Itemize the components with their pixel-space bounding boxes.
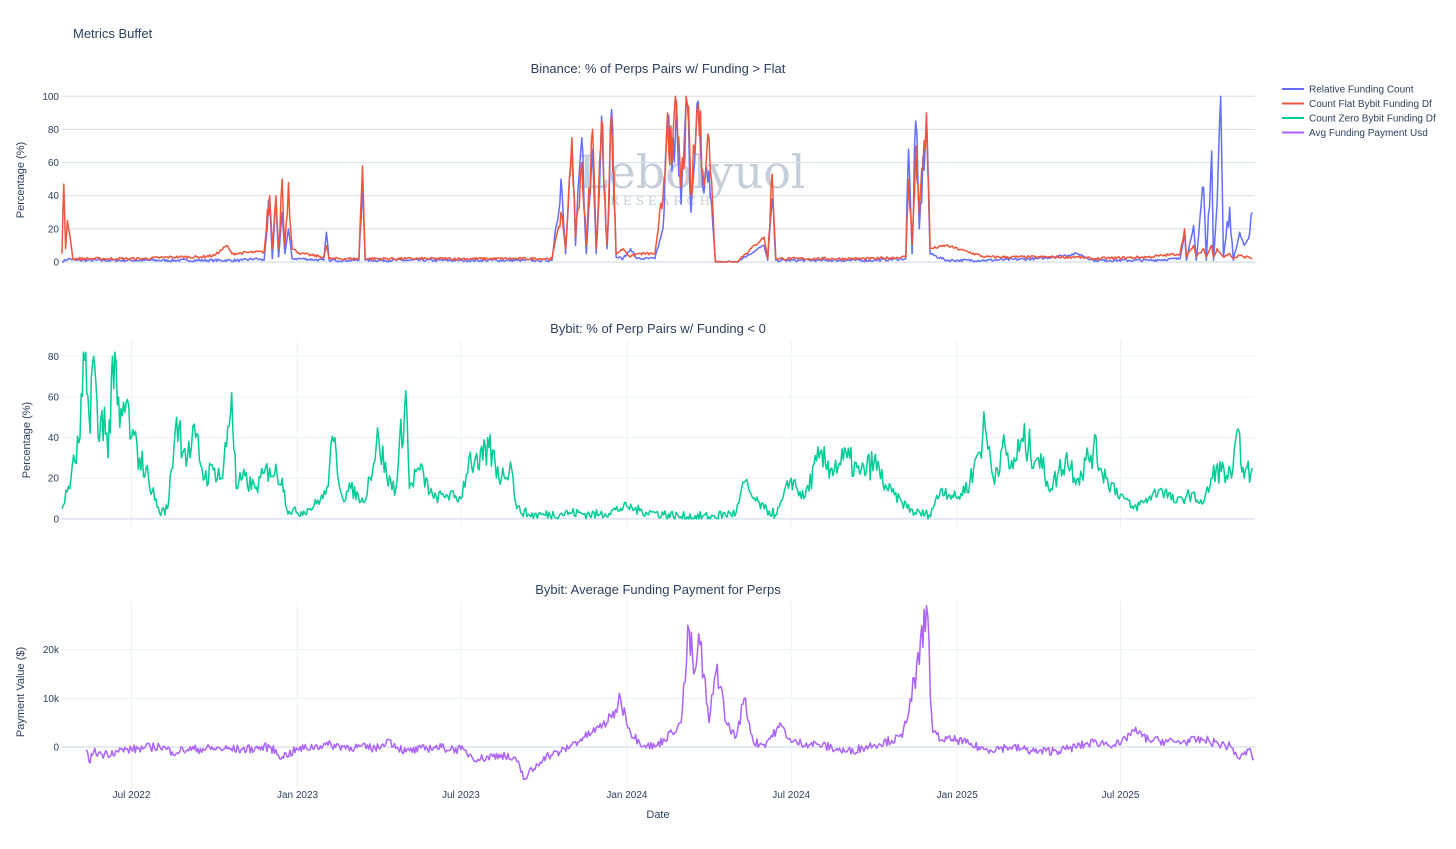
legend-item-2[interactable]: Count Flat Bybit Funding Df (1282, 99, 1432, 110)
panel-2-gridlines (62, 340, 1255, 527)
x-tick-4: Jul 2024 (772, 790, 810, 801)
x-tick-6: Jul 2025 (1102, 790, 1140, 801)
watermark-sub: RESEARCH (610, 194, 714, 208)
panel-1-y-ticks: 0 20 40 60 80 100 (42, 92, 59, 269)
legend-label-1: Relative Funding Count (1309, 85, 1414, 96)
y-tick-3-0: 0 (53, 743, 59, 754)
panel-2-y-ticks: 0 20 40 60 80 (48, 352, 60, 526)
panel-3-title: Bybit: Average Funding Payment for Perps (535, 582, 781, 597)
y-tick-3-1: 10k (43, 694, 60, 705)
y-tick-1-2: 40 (48, 191, 60, 202)
x-tick-1: Jan 2023 (277, 790, 319, 801)
panel-2-y-axis-label: Percentage (%) (21, 402, 33, 478)
legend-label-2: Count Flat Bybit Funding Df (1309, 99, 1432, 110)
panel-2-series (61, 351, 1254, 520)
bybit-avg-payment-panel: 0 10k 20k Jul 2022 Jan 2023 Jul 2023 Jan 2024… (15, 582, 1255, 821)
y-tick-2-1: 20 (48, 474, 60, 485)
panel-3-series (85, 605, 1255, 781)
legend-item-1[interactable]: Relative Funding Count (1282, 85, 1414, 96)
x-tick-2: Jul 2023 (442, 790, 480, 801)
panel-3-y-axis-label: Payment Value ($) (15, 647, 27, 737)
y-tick-3-2: 20k (43, 645, 60, 656)
y-tick-1-5: 100 (42, 92, 59, 103)
x-tick-0: Jul 2022 (113, 790, 151, 801)
legend-label-3: Count Zero Bybit Funding Df (1309, 114, 1436, 125)
series-line-count-zero-bybit-funding-df (61, 351, 1254, 520)
y-tick-1-3: 60 (48, 158, 60, 169)
panel-3-gridlines (62, 601, 1255, 786)
legend-item-4[interactable]: Avg Funding Payment Usd (1282, 128, 1428, 139)
panel-3-x-ticks: Jul 2022 Jan 2023 Jul 2023 Jan 2024 Jul 2024… (113, 790, 1140, 801)
legend: Relative Funding Count Count Flat Bybit F… (1282, 85, 1436, 139)
x-tick-5: Jan 2025 (937, 790, 979, 801)
legend-label-4: Avg Funding Payment Usd (1309, 128, 1428, 139)
binance-funding-panel: 0 20 40 60 80 100 Binance: % of Perps Pairs w… (15, 61, 1255, 269)
panel-2-title: Bybit: % of Perp Pairs w/ Funding < 0 (550, 321, 766, 336)
y-tick-1-4: 80 (48, 125, 60, 136)
legend-item-3[interactable]: Count Zero Bybit Funding Df (1282, 114, 1436, 125)
bybit-negative-funding-panel: 0 20 40 60 80 Bybit: % of Perp Pairs w/ Fund… (21, 321, 1255, 527)
page-title: Metrics Buffet (73, 26, 153, 41)
series-line-avg-funding-payment-usd (85, 605, 1255, 781)
y-tick-1-1: 20 (48, 224, 60, 235)
panel-3-y-ticks: 0 10k 20k (43, 645, 60, 753)
panel-1-y-axis-label: Percentage (%) (15, 142, 27, 218)
x-tick-3: Jan 2024 (606, 790, 648, 801)
y-tick-2-4: 80 (48, 352, 60, 363)
x-axis-label: Date (646, 809, 669, 821)
series-line-count-flat-bybit-funding-df (61, 95, 1253, 263)
panel-1-title: Binance: % of Perps Pairs w/ Funding > F… (531, 61, 786, 76)
y-tick-2-3: 60 (48, 392, 60, 403)
y-tick-2-2: 40 (48, 433, 60, 444)
panel-1-series (61, 95, 1253, 263)
y-tick-1-0: 0 (53, 258, 59, 269)
y-tick-2-0: 0 (53, 514, 59, 525)
